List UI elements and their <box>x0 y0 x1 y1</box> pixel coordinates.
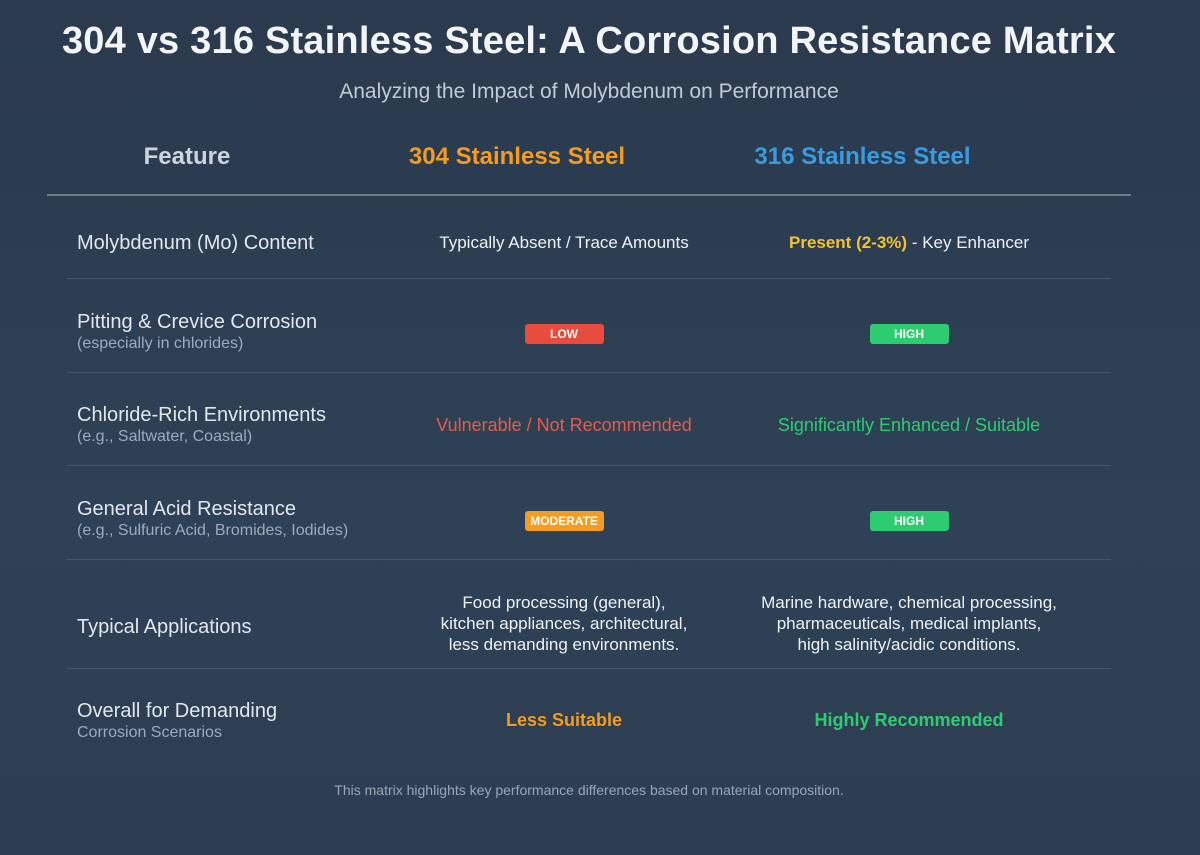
header-feature: Feature <box>143 143 231 170</box>
table-header-row <box>47 133 1131 196</box>
value-316-line: pharmaceuticals, medical implants, <box>776 614 1042 633</box>
value-316-line: Marine hardware, chemical processing, <box>761 593 1057 612</box>
value-316-highlight: Present (2-3%) <box>788 233 908 252</box>
table-row-overall: Overall for Demanding Corrosion Scenario… <box>67 669 1111 759</box>
feature-label: Pitting & Crevice Corrosion <box>77 311 318 333</box>
value-304-line: Food processing (general), <box>462 593 666 612</box>
table-row-applications: Typical Applications Food processing (ge… <box>67 560 1111 669</box>
table-row-pitting: Pitting & Crevice Corrosion (especially … <box>67 279 1111 373</box>
value-304-line: kitchen appliances, architectural, <box>440 614 688 633</box>
feature-label: Overall for Demanding <box>77 700 278 722</box>
feature-note: (e.g., Saltwater, Coastal) <box>77 428 253 445</box>
value-304: Typically Absent / Trace Amounts <box>439 233 689 252</box>
value-316: Significantly Enhanced / Suitable <box>777 415 1041 435</box>
value-304: Less Suitable <box>505 710 623 730</box>
page-subtitle: Analyzing the Impact of Molybdenum on Pe… <box>339 80 839 103</box>
header-304: 304 Stainless Steel <box>408 143 626 170</box>
header-316: 316 Stainless Steel <box>754 143 971 170</box>
feature-label: Chloride-Rich Environments <box>77 404 326 426</box>
feature-note: (especially in chlorides) <box>77 335 244 352</box>
value-316: Highly Recommended <box>814 710 1004 730</box>
feature-label: Molybdenum (Mo) Content <box>77 232 314 254</box>
table-row-chloride: Chloride-Rich Environments (e.g., Saltwa… <box>67 373 1111 466</box>
value-316-line: high salinity/acidic conditions. <box>797 635 1021 654</box>
feature-label: General Acid Resistance <box>77 498 297 520</box>
value-304: Vulnerable / Not Recommended <box>436 415 692 435</box>
feature-label: Typical Applications <box>77 616 252 638</box>
low-badge: LOW <box>524 324 604 344</box>
footnote: This matrix highlights key performance d… <box>334 782 844 798</box>
feature-note: Corrosion Scenarios <box>77 724 222 741</box>
page-title: 304 vs 316 Stainless Steel: A Corrosion … <box>61 20 1117 62</box>
table-row-acid: General Acid Resistance (e.g., Sulfuric … <box>67 466 1111 560</box>
value-304-line: less demanding environments. <box>448 635 680 654</box>
value-316-rest: - Key Enhancer <box>907 233 1029 252</box>
high-badge: HIGH <box>869 324 949 344</box>
moderate-badge: MODERATE <box>524 511 604 531</box>
feature-note: (e.g., Sulfuric Acid, Bromides, Iodides) <box>77 522 349 539</box>
high-badge: HIGH <box>869 511 949 531</box>
table-row-molybdenum: Molybdenum (Mo) Content Typically Absent… <box>67 196 1111 279</box>
